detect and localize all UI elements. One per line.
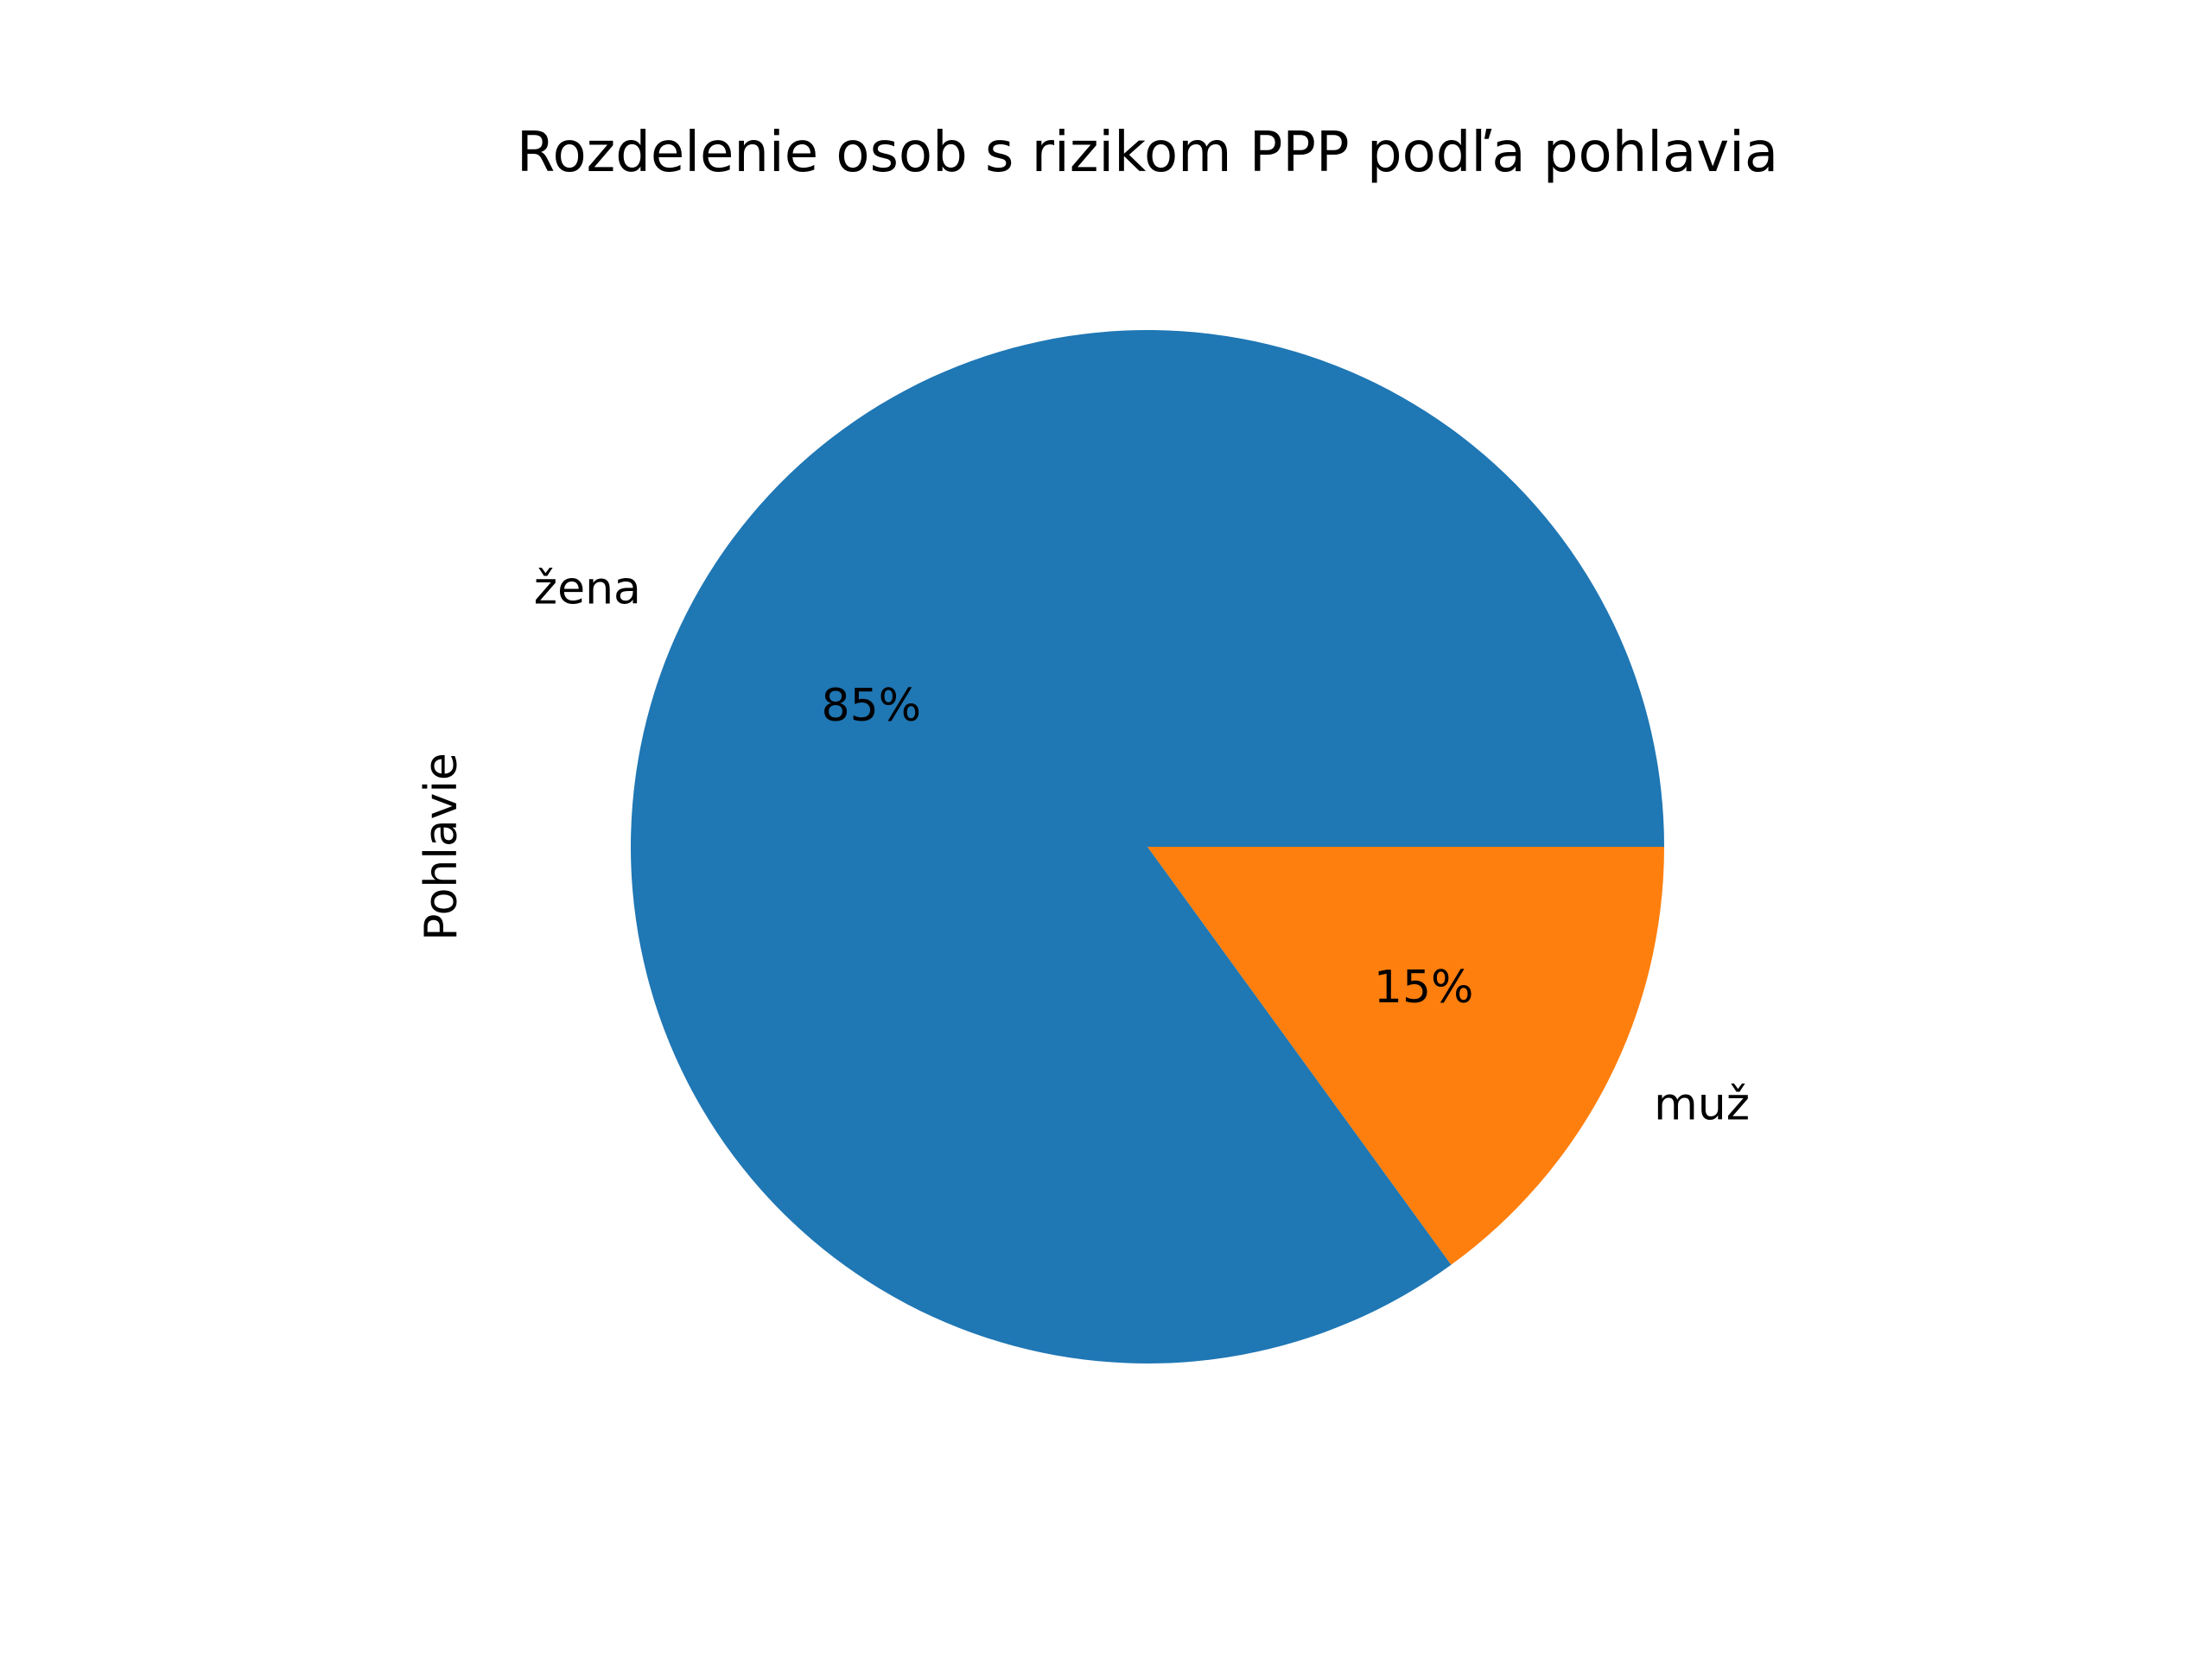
slice-label-žena: žena	[534, 563, 641, 614]
pie-slices	[631, 329, 1664, 1363]
slice-value-label-žena: 85%	[822, 680, 922, 732]
slice-label-muž: muž	[1654, 1079, 1750, 1131]
pie-labels: žena 85% muž 15%	[534, 563, 1750, 1130]
slice-value-label-muž: 15%	[1374, 962, 1474, 1014]
pie-slice-žena	[631, 329, 1664, 1363]
pie-slice-muž	[1147, 847, 1664, 1265]
chart-title: Rozdelenie osob s rizikom PPP podľa pohl…	[517, 121, 1778, 185]
y-axis-label: Pohlavie	[416, 753, 467, 941]
